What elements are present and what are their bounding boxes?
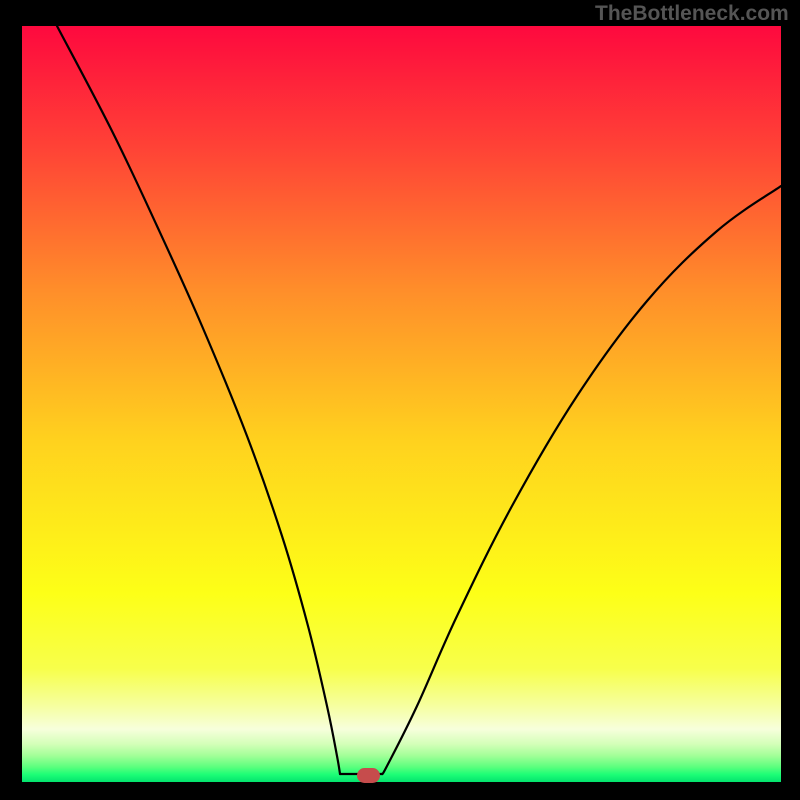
watermark-text: TheBottleneck.com <box>595 2 789 26</box>
bottleneck-curve <box>22 26 781 782</box>
optimum-marker <box>357 768 380 783</box>
plot-area <box>22 26 781 782</box>
